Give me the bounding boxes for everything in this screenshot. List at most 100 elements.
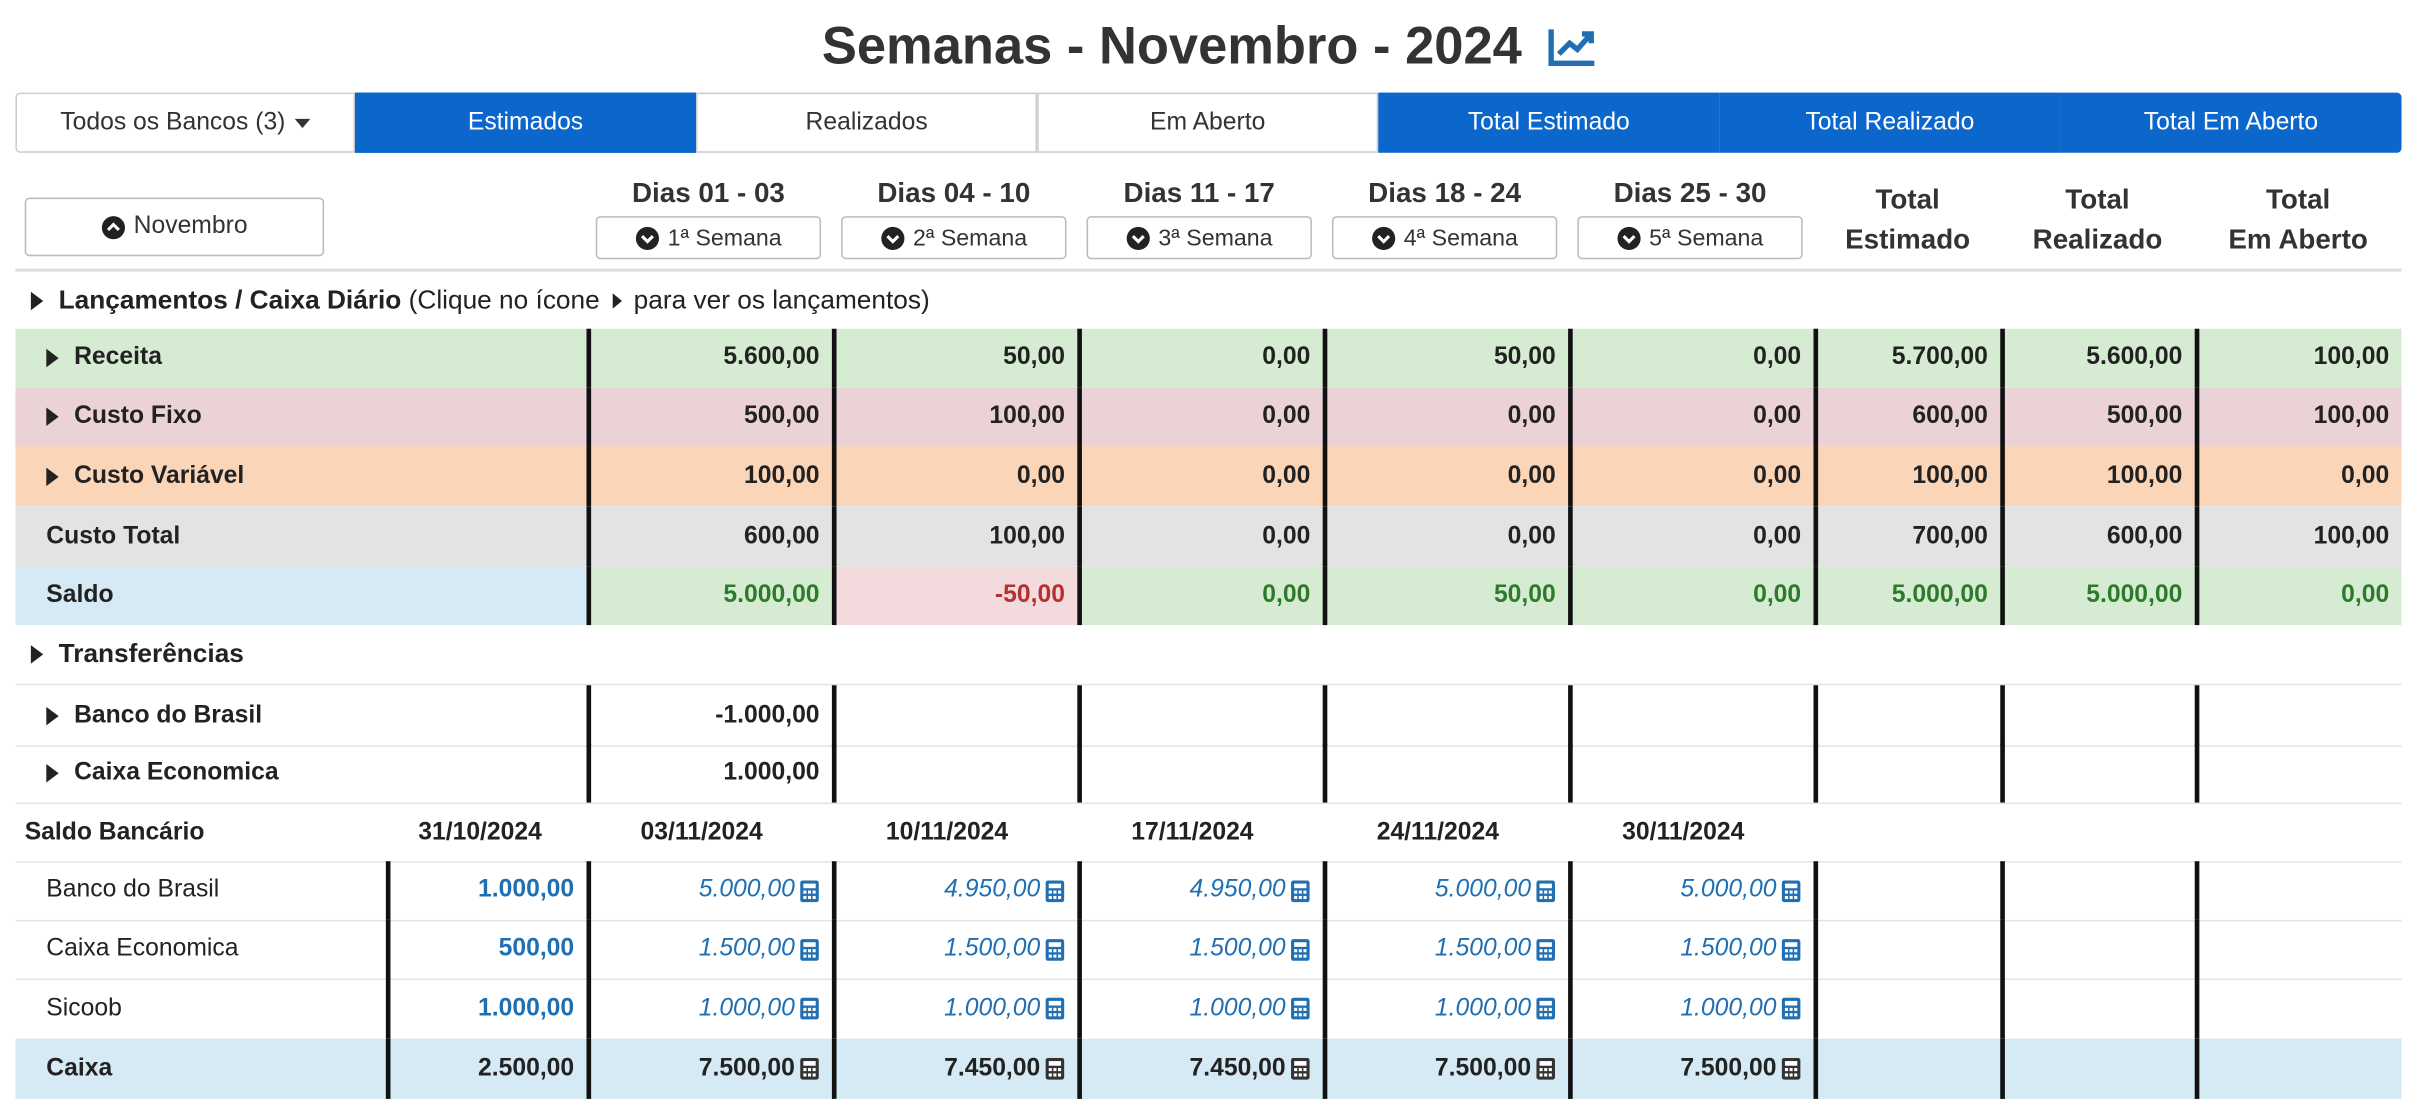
calculator-icon[interactable] bbox=[1536, 1057, 1556, 1080]
balance-cell[interactable]: 4.950,00 bbox=[831, 861, 1077, 920]
balance-cell[interactable]: 5.000,00 bbox=[1568, 861, 1813, 920]
empty-cell bbox=[1813, 1038, 2000, 1099]
balance-cell[interactable]: 1.500,00 bbox=[586, 919, 831, 979]
tab-total-realizado[interactable]: Total Realizado bbox=[1719, 92, 2061, 153]
caixa-value: 7.450,00 bbox=[1189, 1054, 1286, 1082]
balance-cell[interactable]: 4.950,00 bbox=[1077, 861, 1322, 920]
chevron-down-circle-icon bbox=[1616, 226, 1640, 250]
calculator-icon[interactable] bbox=[1290, 997, 1310, 1020]
week-days-label: Dias 04 - 10 bbox=[877, 177, 1031, 209]
row-custo-fixo-toggle[interactable]: Custo Fixo bbox=[15, 387, 586, 446]
chart-line-icon[interactable] bbox=[1549, 19, 1598, 81]
week-button-3[interactable]: 3ª Semana bbox=[1086, 216, 1312, 260]
calculator-icon[interactable] bbox=[1290, 879, 1310, 902]
calculator-icon[interactable] bbox=[799, 938, 819, 961]
date-header: 24/11/2024 bbox=[1376, 819, 1499, 846]
calculator-icon[interactable] bbox=[1045, 997, 1065, 1020]
value-cell: 100,00 bbox=[2000, 446, 2194, 507]
caixa-cell[interactable]: 7.450,00 bbox=[1077, 1038, 1322, 1099]
week-button-5[interactable]: 5ª Semana bbox=[1577, 216, 1803, 260]
value-cell: 700,00 bbox=[1813, 506, 2000, 567]
calculator-icon[interactable] bbox=[1045, 1057, 1065, 1080]
value-cell: 5.000,00 bbox=[586, 566, 832, 626]
bank-filter-dropdown[interactable]: Todos os Bancos (3) bbox=[15, 92, 355, 153]
total-realizado-header: Total Realizado bbox=[2005, 179, 2190, 259]
week-button-1[interactable]: 1ª Semana bbox=[595, 216, 822, 260]
calculator-icon[interactable] bbox=[1781, 1057, 1801, 1080]
caixa-cell[interactable]: 7.500,00 bbox=[1322, 1038, 1568, 1099]
balance-value: 1.500,00 bbox=[698, 935, 795, 962]
row-label: Banco do Brasil bbox=[74, 701, 263, 728]
balance-cell[interactable]: 5.000,00 bbox=[586, 861, 831, 920]
week-button-2[interactable]: 2ª Semana bbox=[841, 216, 1067, 260]
tab-total-em-aberto[interactable]: Total Em Aberto bbox=[2060, 92, 2402, 153]
caret-right-icon bbox=[612, 293, 622, 309]
week-days-label: Dias 25 - 30 bbox=[1613, 177, 1767, 209]
calculator-icon[interactable] bbox=[799, 879, 819, 902]
row-saldo: Saldo 5.000,00 -50,00 0,00 50,00 0,00 5.… bbox=[15, 566, 2402, 626]
bank-label: Caixa Economica bbox=[46, 935, 239, 962]
lancamentos-hint-post: para ver os lançamentos) bbox=[633, 285, 930, 315]
calculator-icon[interactable] bbox=[1781, 879, 1801, 902]
balance-cell[interactable]: 1.000,00 bbox=[1077, 978, 1322, 1039]
balance-value: 1.000,00 bbox=[1680, 994, 1777, 1021]
calculator-icon[interactable] bbox=[1536, 879, 1556, 902]
balance-value: 5.000,00 bbox=[1434, 876, 1532, 903]
calculator-icon[interactable] bbox=[1781, 938, 1801, 961]
balance-cell[interactable]: 1.500,00 bbox=[1568, 919, 1813, 979]
week-label: 2ª Semana bbox=[912, 224, 1028, 251]
tab-realizados[interactable]: Realizados bbox=[696, 92, 1038, 153]
value-cell: 0,00 bbox=[1077, 387, 1322, 447]
lancamentos-section-header[interactable]: Lançamentos / Caixa Diário (Clique no íc… bbox=[30, 284, 930, 318]
balance-cell[interactable]: 1.500,00 bbox=[1077, 919, 1322, 979]
week-button-4[interactable]: 4ª Semana bbox=[1331, 216, 1558, 260]
calculator-icon[interactable] bbox=[1536, 997, 1556, 1020]
balance-value: 1.500,00 bbox=[944, 935, 1041, 962]
empty-cell bbox=[1077, 685, 1322, 746]
tab-total-estimado[interactable]: Total Estimado bbox=[1378, 92, 1720, 153]
bank-label: Banco do Brasil bbox=[46, 876, 220, 903]
tab-em-aberto[interactable]: Em Aberto bbox=[1037, 92, 1379, 153]
caixa-cell[interactable]: 7.450,00 bbox=[831, 1038, 1077, 1099]
month-toggle-button[interactable]: Novembro bbox=[24, 197, 325, 257]
row-custo-total: Custo Total 600,00 100,00 0,00 0,00 0,00… bbox=[15, 506, 2402, 567]
transfer-toggle[interactable]: Caixa Economica bbox=[15, 744, 586, 803]
calculator-icon[interactable] bbox=[1781, 997, 1801, 1020]
balance-cell[interactable]: 1.500,00 bbox=[1322, 919, 1568, 979]
caixa-cell[interactable]: 7.500,00 bbox=[1568, 1038, 1813, 1099]
calculator-icon[interactable] bbox=[1045, 879, 1065, 902]
week-label: 3ª Semana bbox=[1158, 224, 1273, 251]
calculator-icon[interactable] bbox=[799, 997, 819, 1020]
chevron-down-circle-icon bbox=[880, 226, 904, 250]
value-cell: 5.600,00 bbox=[586, 328, 831, 388]
tab-estimados[interactable]: Estimados bbox=[354, 92, 697, 153]
header-line: Estimado bbox=[1845, 223, 1971, 255]
row-receita-toggle[interactable]: Receita bbox=[15, 329, 586, 388]
transfer-toggle[interactable]: Banco do Brasil bbox=[15, 685, 586, 745]
calculator-icon[interactable] bbox=[1290, 1057, 1310, 1080]
transferencias-section-header[interactable]: Transferências bbox=[30, 637, 244, 671]
calculator-icon[interactable] bbox=[1290, 938, 1310, 961]
calculator-icon[interactable] bbox=[1045, 938, 1065, 961]
empty-cell bbox=[1322, 743, 1568, 803]
balance-cell[interactable]: 1.000,00 bbox=[1322, 978, 1568, 1039]
balance-cell[interactable]: 1.000,00 bbox=[586, 978, 831, 1039]
calculator-icon[interactable] bbox=[799, 1057, 819, 1080]
value-cell: 0,00 bbox=[1568, 566, 1814, 626]
balance-value: 1.000,00 bbox=[944, 994, 1041, 1021]
balance-cell[interactable]: 1.000,00 bbox=[1568, 978, 1813, 1039]
row-label: Custo Variável bbox=[74, 462, 245, 489]
empty-cell bbox=[2000, 978, 2194, 1039]
value-cell: 0,00 bbox=[1568, 328, 1813, 388]
row-custo-variavel-toggle[interactable]: Custo Variável bbox=[15, 446, 586, 506]
value-cell: 0,00 bbox=[831, 446, 1077, 507]
caret-right-icon bbox=[30, 645, 44, 664]
balance-cell[interactable]: 1.000,00 bbox=[831, 978, 1077, 1039]
caixa-cell[interactable]: 7.500,00 bbox=[586, 1038, 831, 1099]
balance-cell[interactable]: 1.500,00 bbox=[831, 919, 1077, 979]
caixa-value: 7.500,00 bbox=[1680, 1054, 1777, 1082]
balance-cell[interactable]: 5.000,00 bbox=[1322, 861, 1568, 920]
caixa-value: 7.450,00 bbox=[944, 1054, 1041, 1082]
balance-value: 1.000,00 bbox=[1434, 994, 1532, 1021]
calculator-icon[interactable] bbox=[1536, 938, 1556, 961]
